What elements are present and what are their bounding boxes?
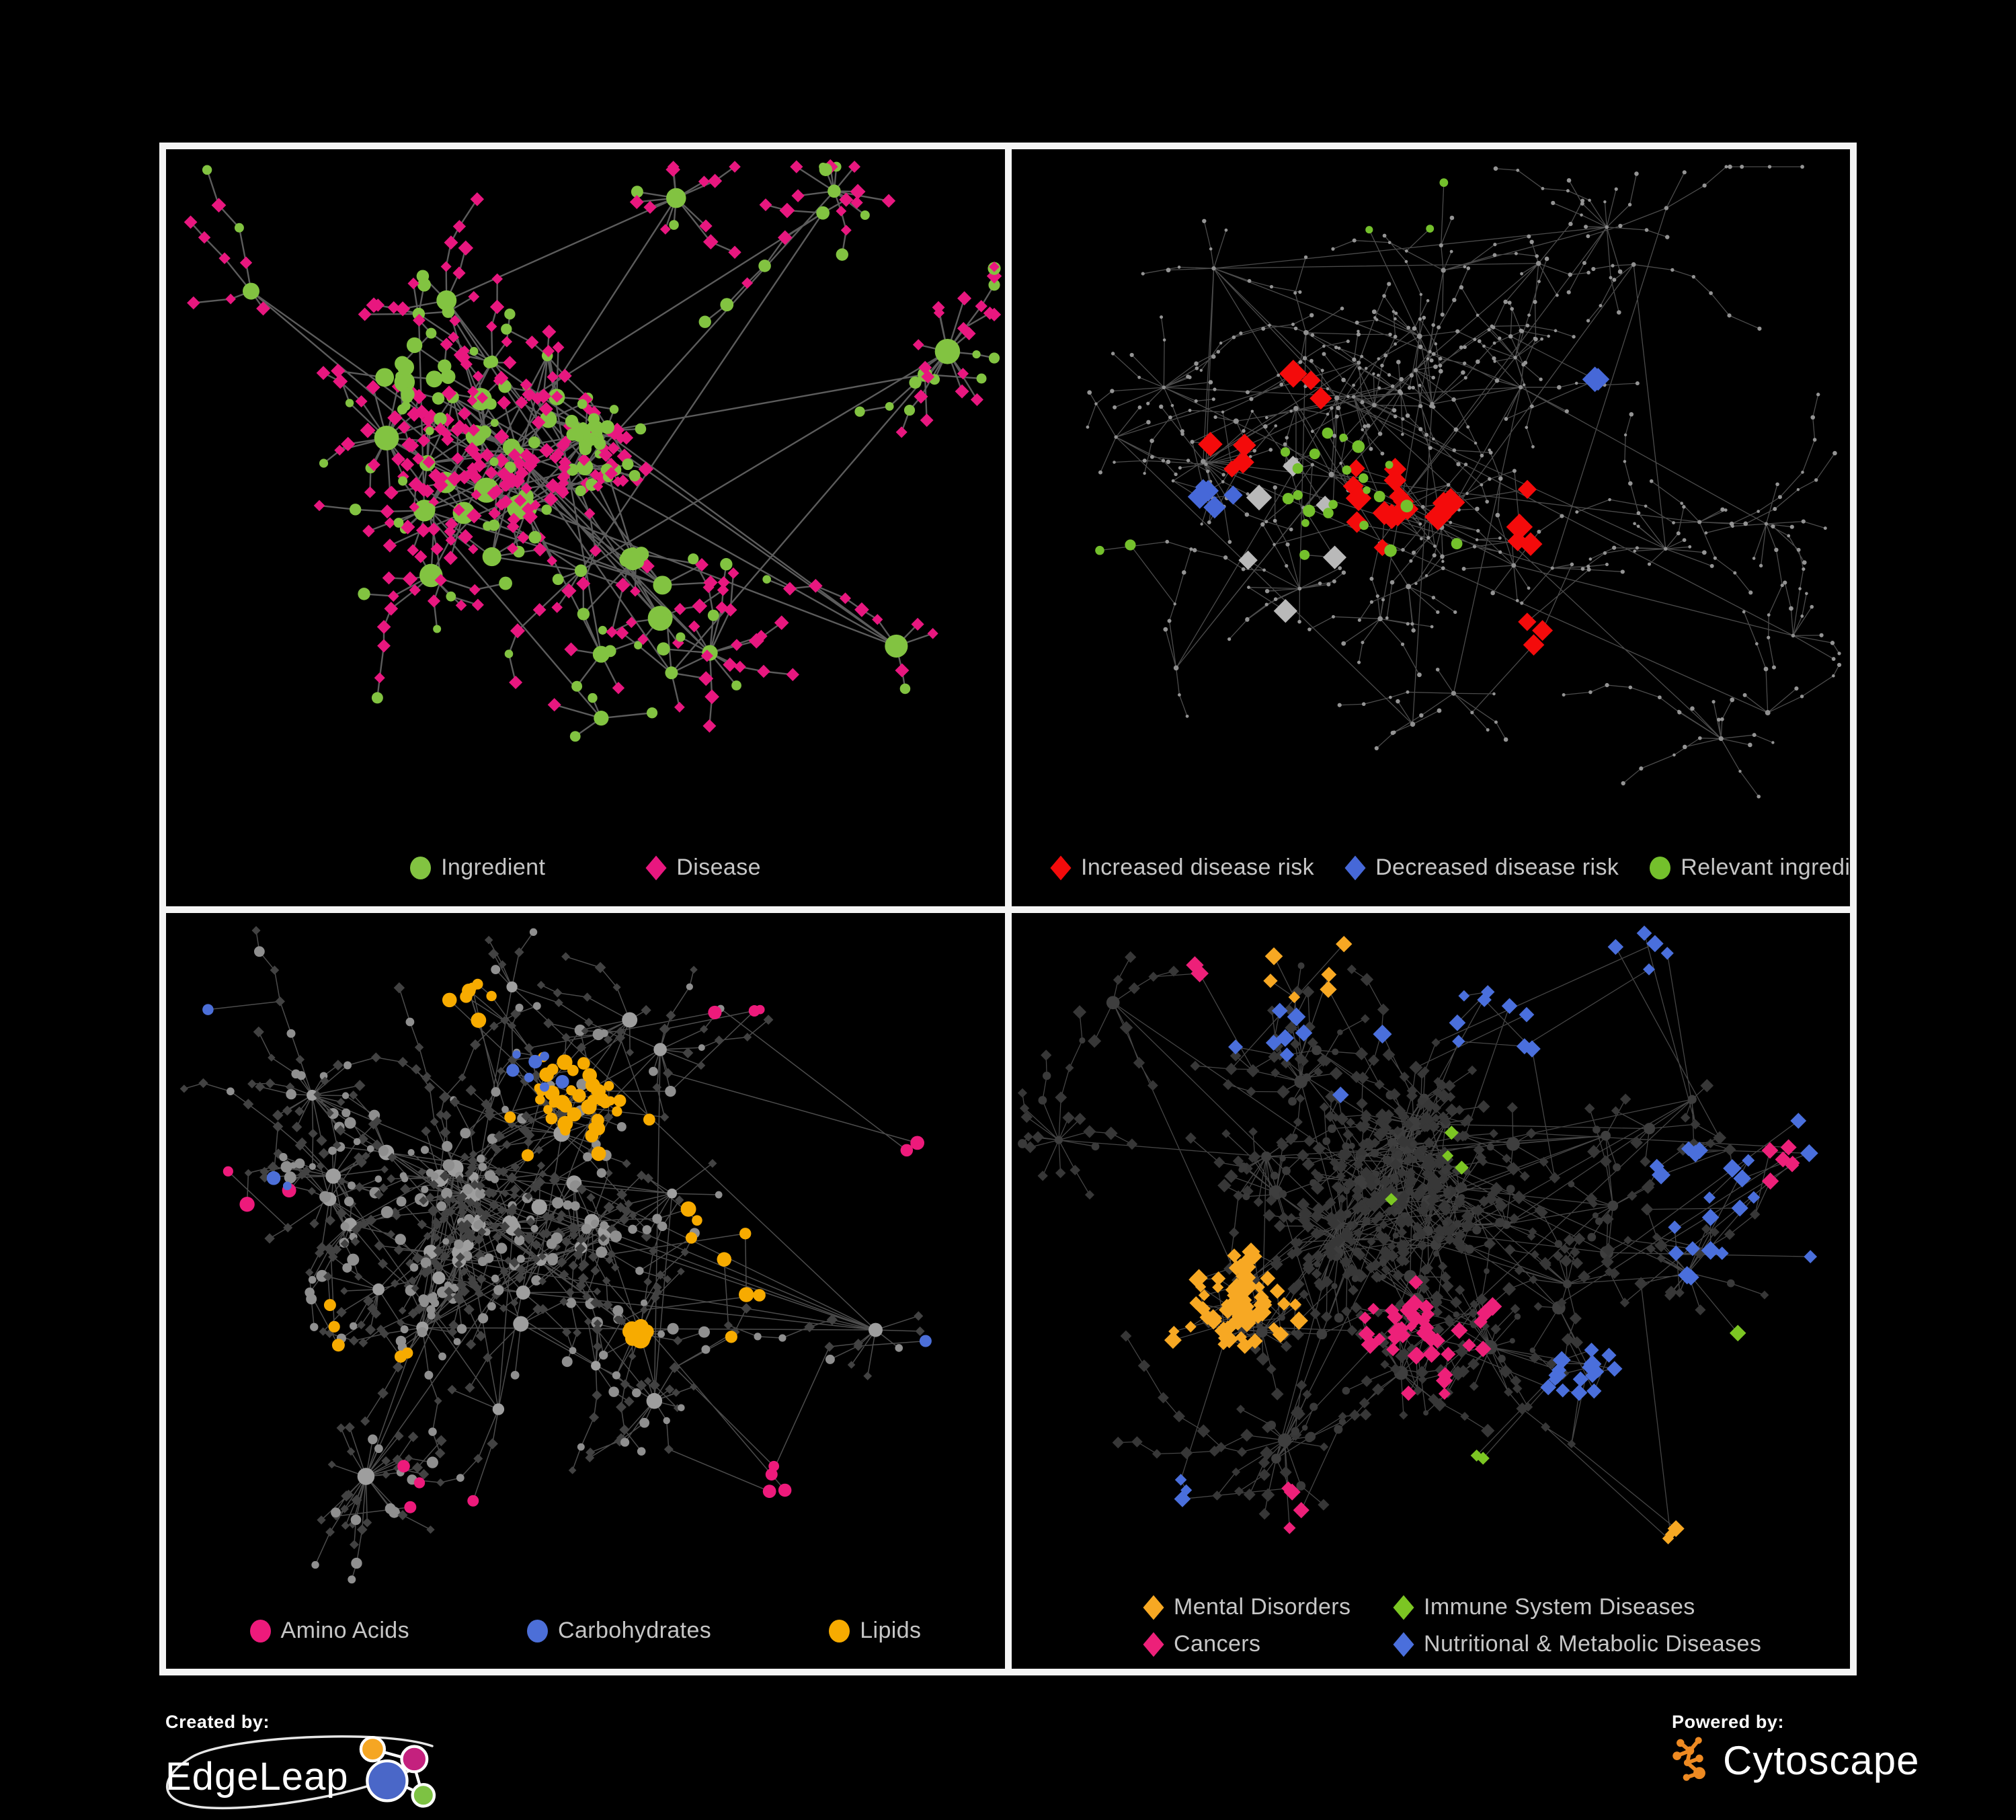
cytoscape-network-logo-icon <box>1672 1737 1705 1781</box>
edgeleap-network-logo-icon <box>360 1735 436 1808</box>
legend-label: Immune System Diseases <box>1424 1594 1695 1620</box>
increased-disease-risk-marker-icon <box>1050 855 1072 880</box>
created-by-label: Created by: <box>165 1712 270 1732</box>
ingredient-disease-network-canvas <box>184 159 1002 742</box>
amino-acids-marker-icon <box>249 1619 271 1643</box>
legend-item-disease: Disease <box>645 855 761 881</box>
edgeleap-brand: EdgeLeap <box>165 1754 349 1798</box>
immune-system-diseases-marker-icon <box>1393 1595 1414 1620</box>
legend-item-carbohydrates: Carbohydrates <box>527 1618 711 1644</box>
nutrient-classes-legend: Amino Acids Carbohydrates Lipids <box>166 1618 1005 1644</box>
legend-item-immune-system-diseases: Immune System Diseases <box>1393 1594 1761 1620</box>
legend-label: Carbohydrates <box>558 1618 712 1643</box>
powered-by-block: Powered by: <box>1672 1712 1919 1786</box>
powered-by-label: Powered by: <box>1672 1712 1785 1732</box>
panel-ingredient-disease: Ingredient Disease <box>166 149 1005 906</box>
mental-disorders-marker-icon <box>1143 1595 1164 1620</box>
legend-item-mental-disorders: Mental Disorders <box>1143 1594 1394 1620</box>
cytoscape-brand-row: Cytoscape <box>1672 1734 1919 1786</box>
panel-disease-risk: Increased disease risk Decreased disease … <box>1012 149 1850 906</box>
grid-divider-horizontal <box>166 906 1850 913</box>
legend-item-decreased-disease-risk: Decreased disease risk <box>1344 855 1619 881</box>
panel-disease-classes: Mental Disorders Immune System Diseases Ca… <box>1012 913 1850 1668</box>
cancers-marker-icon <box>1143 1632 1164 1657</box>
nutrient-classes-network-canvas <box>179 926 932 1584</box>
panel-grid: Ingredient Disease Increased disease risk… <box>159 143 1857 1675</box>
legend-item-increased-disease-risk: Increased disease risk <box>1050 855 1315 881</box>
created-by-block: Created by: EdgeLeap <box>165 1712 440 1817</box>
nutritional-metabolic-diseases-marker-icon <box>1393 1632 1414 1657</box>
legend-label: Lipids <box>860 1618 922 1643</box>
legend-label: Ingredient <box>441 855 546 880</box>
decreased-disease-risk-marker-icon <box>1344 855 1366 880</box>
cytoscape-brand: Cytoscape <box>1723 1737 1920 1783</box>
edgeleap-brand-row: EdgeLeap <box>165 1735 440 1817</box>
lipids-marker-icon <box>829 1619 850 1643</box>
legend-label: Disease <box>676 855 761 880</box>
disease-classes-network-canvas <box>1017 925 1818 1545</box>
legend-label: Nutritional & Metabolic Diseases <box>1424 1631 1762 1657</box>
disease-risk-legend: Increased disease risk Decreased disease … <box>1012 855 1850 881</box>
panel-nutrient-classes: Amino Acids Carbohydrates Lipids <box>166 913 1005 1668</box>
legend-label: Mental Disorders <box>1174 1594 1351 1620</box>
legend-item-amino-acids: Amino Acids <box>249 1618 409 1644</box>
legend-label: Decreased disease risk <box>1375 855 1619 880</box>
disease-marker-icon <box>645 855 667 880</box>
disease-risk-network-canvas <box>1086 164 1842 799</box>
legend-label: Relevant ingredient <box>1681 855 1850 880</box>
legend-item-relevant-ingredient: Relevant ingredient <box>1650 855 1850 881</box>
legend-item-ingredient: Ingredient <box>410 855 545 881</box>
legend-item-nutritional-metabolic-diseases: Nutritional & Metabolic Diseases <box>1393 1631 1762 1657</box>
legend-item-lipids: Lipids <box>829 1618 921 1644</box>
legend-label: Cancers <box>1174 1631 1261 1657</box>
disease-classes-legend: Mental Disorders Immune System Diseases Ca… <box>1143 1594 1761 1657</box>
ingredient-marker-icon <box>410 856 432 879</box>
carbohydrates-marker-icon <box>527 1619 548 1643</box>
legend-label: Increased disease risk <box>1081 855 1315 880</box>
ingredient-disease-legend: Ingredient Disease <box>166 855 1005 881</box>
legend-item-cancers: Cancers <box>1143 1631 1394 1657</box>
relevant-ingredient-marker-icon <box>1650 856 1671 879</box>
legend-label: Amino Acids <box>280 1618 409 1643</box>
